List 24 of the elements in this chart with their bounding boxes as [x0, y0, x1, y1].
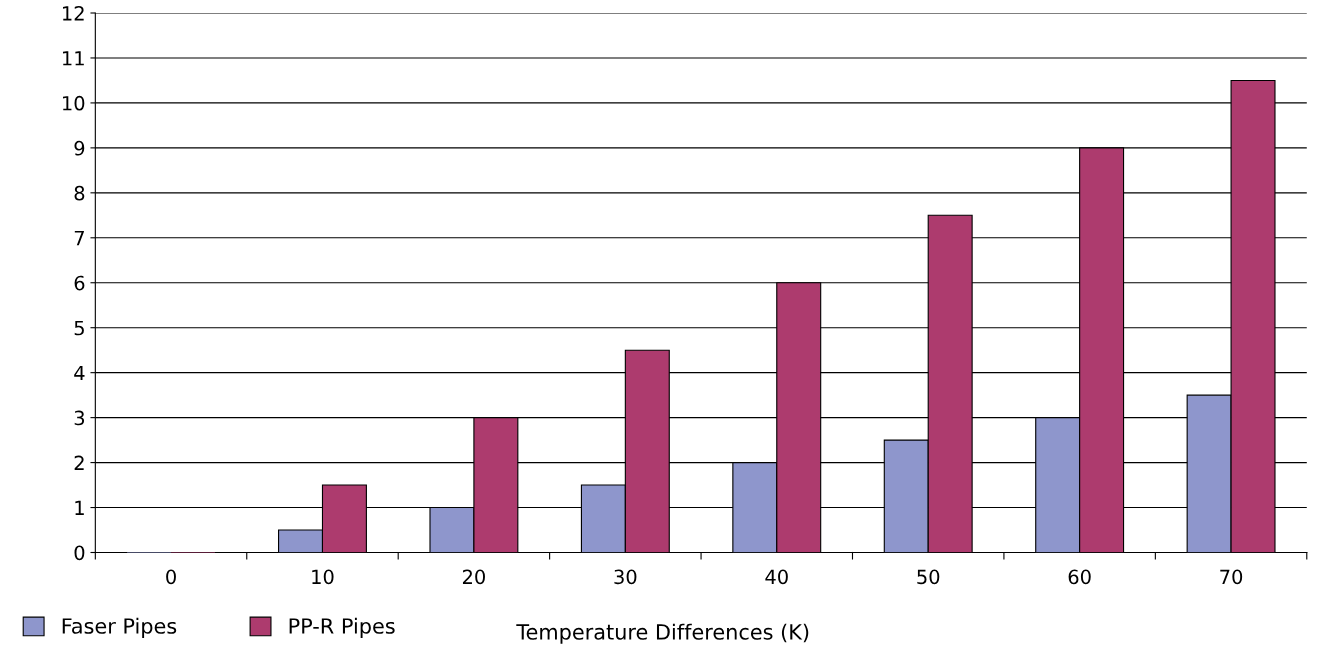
x-tick-label: 60	[1068, 569, 1091, 585]
y-tick-label: 1	[75, 500, 84, 515]
x-tick-label: 40	[765, 569, 788, 585]
x-tick-label: 50	[917, 569, 940, 585]
y-tick-label: 9	[74, 140, 85, 156]
y-tick-label: 0	[74, 545, 85, 561]
legend-label: Faser Pipes	[62, 617, 177, 638]
y-tick-label: 2	[74, 455, 84, 470]
y-tick-label: 8	[74, 185, 85, 201]
y-tick-label: 4	[74, 365, 85, 381]
y-tick-label: 10	[63, 95, 85, 111]
legend-label: PP-R Pipes	[289, 617, 395, 638]
x-axis-title: Temperature Differences (K)	[516, 623, 809, 644]
y-tick-label: 5	[74, 320, 84, 336]
x-tick-label: 30	[614, 569, 637, 585]
y-tick-label: 11	[63, 51, 84, 66]
y-tick-label: 3	[74, 410, 85, 426]
x-tick-label: 10	[312, 569, 334, 585]
y-tick-label: 12	[63, 5, 84, 21]
y-tick-label: 6	[74, 275, 85, 291]
x-tick-label: 0	[166, 569, 176, 585]
x-tick-label: 70	[1220, 569, 1243, 585]
x-tick-label: 20	[462, 569, 485, 585]
y-tick-label: 7	[74, 231, 84, 246]
